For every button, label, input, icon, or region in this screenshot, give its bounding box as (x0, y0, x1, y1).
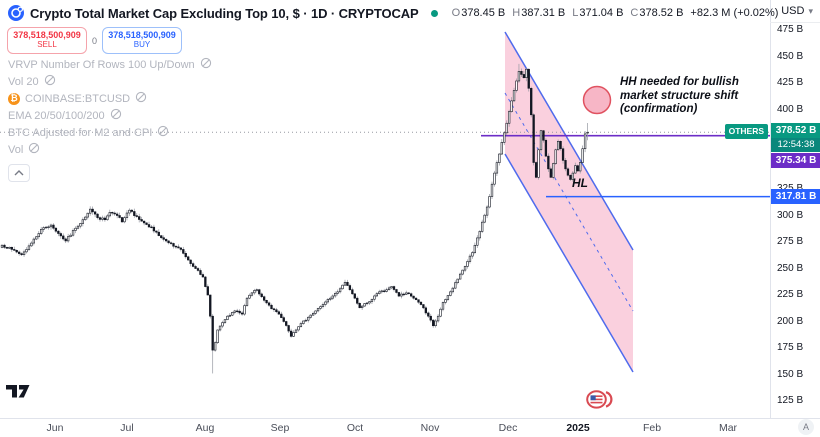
hl-annotation-text[interactable]: HL (572, 176, 588, 190)
hidden-eye-icon[interactable] (135, 91, 147, 106)
price-tick: 125 B (777, 395, 804, 406)
sell-price: 378,518,500,909 (13, 30, 81, 41)
price-tick: 175 B (777, 342, 804, 353)
price-tick: 275 B (777, 236, 804, 247)
candlestick-chart (0, 31, 770, 374)
ohlc-values: O 378.45 B H 387.31 B L 371.04 B C 378.52 B … (452, 7, 779, 19)
close-value: 378.52 B (639, 7, 684, 19)
price-tick: 200 B (777, 315, 804, 327)
high-key: H (512, 7, 521, 19)
price-label: 375.34 B (771, 153, 820, 169)
indicator-btc-m2-cpi[interactable]: BTC Adjusted for M2 and CPI (8, 124, 212, 141)
others-series-tag: OTHERS (724, 123, 768, 139)
indicator-btcusd[interactable]: ₿ COINBASE:BTCUSD (8, 90, 212, 107)
time-axis-label: Aug (195, 422, 215, 434)
price-tick: 150 B (777, 368, 804, 380)
price-tick: 300 B (777, 209, 804, 221)
indicator-label: EMA 20/50/100/200 (8, 109, 105, 122)
symbol-title[interactable]: Crypto Total Market Cap Excluding Top 10… (30, 5, 419, 21)
open-value: 378.45 B (461, 7, 506, 19)
purple-price-label: 375.34 B (771, 153, 820, 169)
scale-divider (770, 22, 820, 23)
candlestick-series (0, 63, 589, 374)
indicator-vol20[interactable]: Vol 20 (8, 73, 212, 90)
chart-area[interactable] (0, 0, 770, 418)
bar-countdown: 12:54:38 (771, 138, 820, 153)
indicator-label: BTC Adjusted for M2 and CPI (8, 126, 153, 139)
sell-button[interactable]: 378,518,500,909 SELL (7, 27, 87, 54)
trade-widget: 378,518,500,909 SELL 0 378,518,500,909 B… (7, 27, 183, 54)
price-label: 317.81 B (771, 188, 820, 204)
symbol-header: Crypto Total Market Cap Excluding Top 10… (8, 5, 778, 21)
hidden-eye-icon[interactable] (157, 125, 169, 140)
bitcoin-icon: ₿ (8, 92, 20, 105)
buy-button[interactable]: 378,518,500,909 BUY (102, 27, 183, 54)
time-axis-label: Oct (346, 422, 364, 434)
high-value: 387.31 B (521, 7, 566, 19)
indicator-ema[interactable]: EMA 20/50/100/200 (8, 107, 212, 124)
change-value: +82.3 M (+0.02%) (690, 7, 779, 19)
cryptocap-logo-icon (8, 5, 24, 21)
hh-annotation-text[interactable]: HH needed for bullish market structure s… (620, 76, 739, 116)
hidden-eye-icon[interactable] (44, 74, 56, 89)
price-tick: 450 B (777, 50, 804, 62)
price-tick: 475 B (777, 24, 804, 35)
price-tick: 250 B (777, 262, 804, 274)
tradingview-logo[interactable] (6, 385, 30, 398)
indicator-label: VRVP Number Of Rows 100 Up/Down (8, 58, 195, 71)
indicator-vrvp[interactable]: VRVP Number Of Rows 100 Up/Down (8, 56, 212, 73)
indicator-label: Vol (8, 143, 24, 156)
price-label: 378.52 B 12:54:38 (771, 123, 820, 153)
buy-price: 378,518,500,909 (108, 30, 176, 41)
us-economic-event-icon[interactable] (586, 389, 613, 410)
auto-scale-button[interactable]: A (798, 419, 814, 435)
channel-lower-border[interactable] (504, 153, 634, 373)
market-status-dot[interactable] (430, 9, 438, 17)
circle-annotation[interactable] (582, 85, 612, 115)
time-axis-label: 2025 (566, 422, 590, 434)
time-axis-label: Jun (46, 422, 64, 434)
price-tick: 400 B (777, 103, 804, 115)
indicator-label: Vol 20 (8, 75, 39, 88)
spread-value: 0 (92, 35, 98, 46)
channel-midline (504, 92, 634, 312)
blue-price-label: 317.81 B (771, 188, 820, 204)
low-key: L (572, 7, 579, 19)
currency-label: USD (781, 5, 805, 17)
current-price-label: 378.52 B (771, 123, 820, 139)
chevron-up-icon (14, 170, 24, 176)
indicator-label: COINBASE:BTCUSD (25, 92, 131, 105)
time-axis-label: Mar (718, 422, 738, 434)
currency-selector[interactable]: USD ▾ (781, 5, 813, 17)
hidden-eye-icon[interactable] (28, 142, 40, 157)
time-axis-label: Sep (270, 422, 290, 434)
low-value: 371.04 B (579, 7, 624, 19)
time-axis-label: Jul (120, 422, 134, 434)
open-key: O (451, 7, 461, 19)
hidden-eye-icon[interactable] (200, 57, 212, 72)
chevron-down-icon: ▾ (808, 5, 813, 16)
close-key: C (630, 7, 639, 19)
price-tick: 225 B (777, 289, 804, 300)
sell-label: SELL (37, 40, 57, 50)
collapse-legend-button[interactable] (8, 164, 30, 182)
price-tick: 325 B (777, 183, 803, 194)
buy-label: BUY (133, 40, 151, 50)
time-axis-label: Feb (642, 422, 662, 434)
time-axis-label: Nov (420, 422, 440, 434)
price-tick: 425 B (777, 77, 804, 88)
hidden-eye-icon[interactable] (110, 108, 122, 123)
time-axis[interactable]: Jun Jul Aug Sep Oct Nov Dec 2025 Feb Mar (0, 418, 820, 437)
time-axis-label: Dec (498, 422, 518, 434)
indicator-legend: VRVP Number Of Rows 100 Up/Down Vol 20 ₿… (8, 56, 212, 182)
indicator-vol[interactable]: Vol (8, 141, 212, 158)
